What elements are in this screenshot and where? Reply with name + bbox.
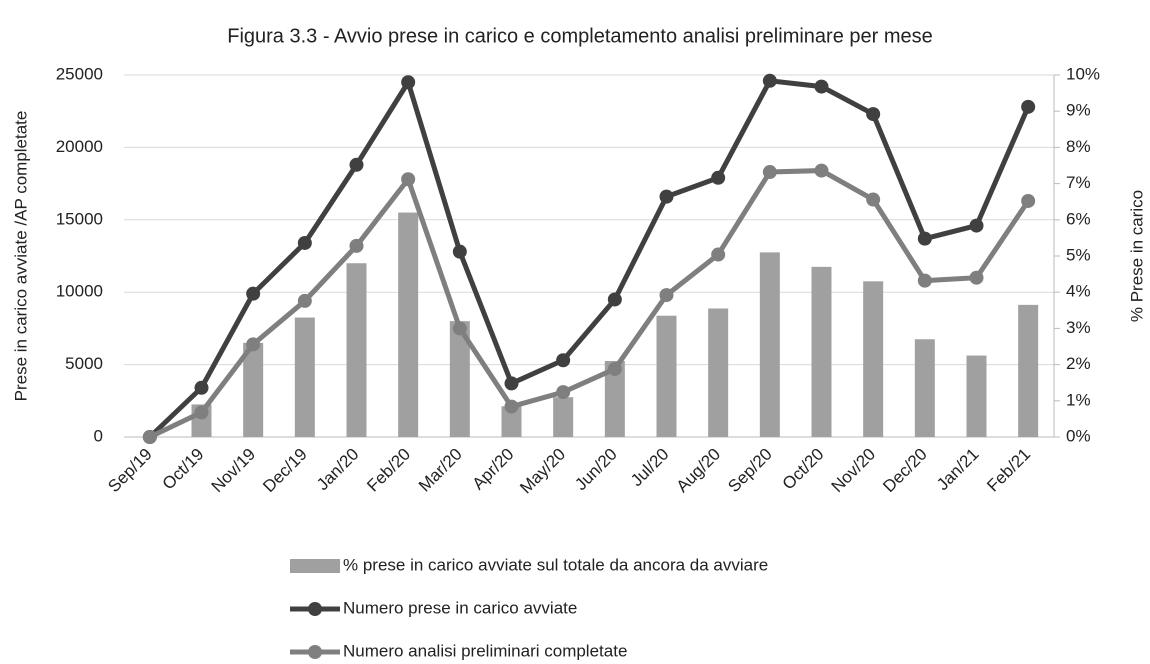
bar [553,397,574,437]
marker [297,293,312,308]
y-tick-label: 5000 [65,354,103,373]
y2-tick-label: 5% [1066,245,1091,264]
bar [243,342,264,437]
marker [711,170,726,185]
marker [866,107,881,122]
chart-title: Figura 3.3 - Avvio prese in carico e com… [227,25,933,47]
x-tick-label: Sep/20 [724,445,776,497]
marker [194,380,209,395]
marker [814,163,829,178]
marker [504,376,519,391]
marker [969,270,984,285]
bar [501,406,522,437]
bar [708,308,729,437]
x-tick-label: Oct/20 [779,445,828,494]
x-tick-label: Oct/19 [159,445,208,494]
x-tick-label: Jan/20 [313,445,363,495]
marker [246,286,261,301]
marker [917,273,932,288]
bar [966,355,987,437]
y2-tick-label: 2% [1066,354,1091,373]
x-tick-label: Dec/19 [259,445,311,497]
y2-tick-label: 1% [1066,390,1091,409]
bar [294,317,315,437]
legend-swatch [290,559,340,573]
marker [556,353,571,368]
x-tick-label: Nov/20 [828,445,880,497]
marker [917,231,932,246]
x-tick-label: Sep/19 [104,445,156,497]
y2-tick-label: 4% [1066,282,1091,301]
x-tick-label: Feb/20 [363,445,414,496]
marker [246,337,261,352]
marker [142,430,157,444]
y2-tick-label: 6% [1066,209,1091,228]
bar [1018,304,1039,437]
marker [556,385,571,400]
bar [656,315,677,437]
x-tick-label: Mar/20 [415,445,466,496]
x-tick-label: Aug/20 [673,445,725,497]
x-tick-label: Feb/21 [983,445,1034,496]
x-tick-label: May/20 [516,445,569,498]
y2-tick-label: 0% [1066,426,1091,445]
x-tick-label: Jun/20 [571,445,621,495]
marker [969,218,984,233]
x-tick-label: Jul/20 [627,445,673,491]
y-tick-label: 10000 [56,282,103,301]
marker [762,165,777,180]
x-tick-label: Apr/20 [469,445,518,494]
marker [814,79,829,94]
x-tick-label: Jan/21 [933,445,983,495]
y2-tick-label: 9% [1066,101,1091,120]
line [148,76,1031,439]
marker [607,361,622,376]
line [148,168,1031,440]
marker [711,247,726,262]
y2-tick-label: 10% [1066,64,1100,83]
bar [398,212,419,437]
x-tick-label: Nov/19 [208,445,260,497]
y-tick-label: 15000 [56,209,103,228]
bar [604,360,625,437]
marker [452,244,467,259]
legend-label: Numero prese in carico avviate [343,598,577,617]
y-tick-label: 0 [94,426,103,445]
marker [297,235,312,250]
y2-tick-label: 3% [1066,318,1091,337]
marker [349,157,364,172]
marker [607,292,622,307]
marker [762,73,777,88]
x-tick-label: Dec/20 [879,445,931,497]
y2-tick-label: 8% [1066,137,1091,156]
marker [659,288,674,303]
legend-label: % prese in carico avviate sul totale da … [343,555,768,574]
bar [449,321,470,437]
marker [452,321,467,336]
y-tick-label: 20000 [56,137,103,156]
bar [863,281,884,437]
y-tick-label: 25000 [56,64,103,83]
marker [866,192,881,207]
marker [1021,193,1036,208]
y-axis-title: Prese in carico avviate /AP completate [11,111,30,402]
legend-label: Numero analisi preliminari completate [343,641,627,660]
marker [504,399,519,414]
legend-swatch [308,645,322,659]
y2-axis-title: % Prese in carico [1127,190,1146,322]
bar [759,252,780,437]
marker [1021,99,1036,114]
bar [914,339,935,437]
marker [194,405,209,420]
y2-tick-label: 7% [1066,173,1091,192]
marker [659,189,674,204]
marker [401,172,416,187]
bar [346,263,367,437]
legend-swatch [308,602,322,616]
bar [811,266,832,437]
marker [349,238,364,253]
marker [401,75,416,90]
